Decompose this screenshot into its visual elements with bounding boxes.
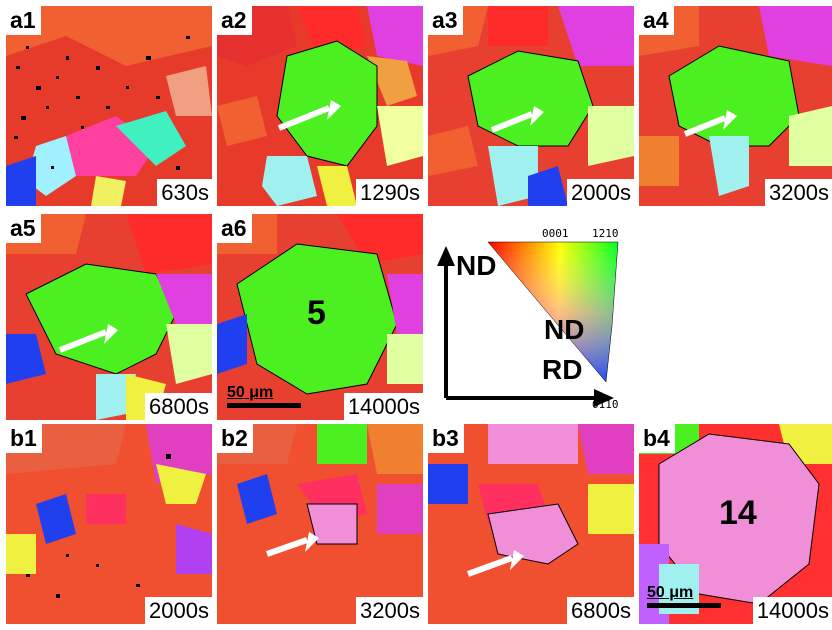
- panel-b3: b3 6800s: [428, 424, 634, 624]
- scale-bar: 50 μm: [227, 384, 301, 408]
- ebsd-map-b2: [217, 424, 423, 624]
- panel-a6: a6 5 50 μm 14000s: [217, 214, 423, 420]
- panel-label: a1: [6, 6, 41, 35]
- time-label: 6800s: [145, 393, 212, 420]
- ebsd-map-a3: [428, 6, 634, 206]
- ebsd-map-b1: [6, 424, 212, 624]
- ebsd-map-b3: [428, 424, 634, 624]
- time-label: 14000s: [752, 597, 832, 624]
- axes-diagram: [437, 241, 619, 407]
- panel-label: b2: [217, 424, 253, 453]
- time-label: 3200s: [356, 597, 423, 624]
- panel-a3: a3 2000s: [428, 6, 634, 206]
- time-label: 14000s: [343, 393, 423, 420]
- ebsd-map-a4: [639, 6, 832, 206]
- panel-label: a6: [217, 214, 252, 243]
- ebsd-map-a2: [217, 6, 423, 206]
- panel-label: b1: [6, 424, 42, 453]
- ebsd-map-a6: [217, 214, 423, 420]
- ebsd-map-a1: [6, 6, 212, 206]
- panel-a1: a1 630s: [6, 6, 212, 206]
- scale-bar-label: 50 μm: [647, 584, 694, 601]
- panel-label: a3: [428, 6, 463, 35]
- corner-0110-label: 011̄0: [592, 398, 619, 411]
- corner-1210-label: 1̄21̄0: [592, 227, 619, 240]
- time-label: 1290s: [356, 179, 423, 206]
- time-label: 630s: [157, 179, 212, 206]
- time-label: 3200s: [765, 179, 832, 206]
- nd-axis-label: ND: [456, 250, 497, 281]
- panel-b2: b2 3200s: [217, 424, 423, 624]
- ebsd-map-a5: [6, 214, 212, 420]
- panel-label: a5: [6, 214, 41, 243]
- panel-label: b4: [639, 424, 675, 453]
- panel-a5: a5 6800s: [6, 214, 212, 420]
- grain-number: 14: [719, 494, 757, 532]
- panel-label: a4: [639, 6, 674, 35]
- rd-axis-label: RD: [542, 354, 583, 385]
- panel-label: b3: [428, 424, 464, 453]
- panel-b4: b4 14 50 μm 14000s: [639, 424, 832, 624]
- scale-bar: 50 μm: [647, 584, 721, 608]
- time-label: 2000s: [145, 597, 212, 624]
- triangle-nd-label: ND: [544, 314, 585, 345]
- panel-a2: a2 1290s: [217, 6, 423, 206]
- scale-bar-line: [227, 403, 301, 408]
- scale-bar-label: 50 μm: [227, 384, 274, 401]
- panel-b1: b1 2000s: [6, 424, 212, 624]
- time-label: 2000s: [567, 179, 634, 206]
- time-label: 6800s: [567, 597, 634, 624]
- orientation-legend: ND RD ND 0001 1̄21̄0 011̄0: [424, 214, 634, 422]
- panel-a4: a4 3200s: [639, 6, 832, 206]
- scale-bar-line: [647, 603, 721, 608]
- panel-label: a2: [217, 6, 252, 35]
- grain-number: 5: [307, 294, 326, 332]
- corner-0001-label: 0001: [542, 227, 569, 240]
